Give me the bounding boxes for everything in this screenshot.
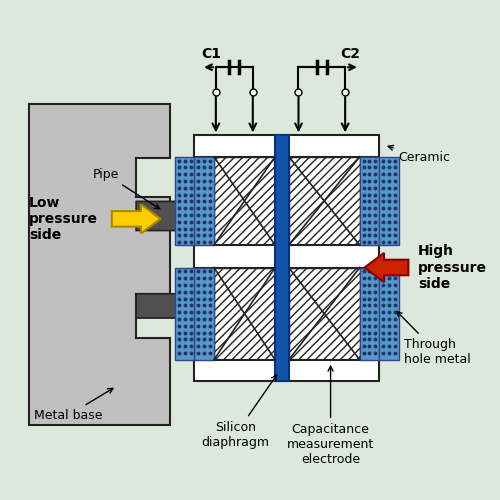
Text: Capacitance
measurement
electrode: Capacitance measurement electrode bbox=[287, 366, 374, 466]
Polygon shape bbox=[364, 253, 408, 282]
Bar bbox=[214, 268, 275, 360]
Bar bbox=[289, 156, 379, 245]
Polygon shape bbox=[112, 204, 160, 234]
Bar bbox=[194, 245, 379, 268]
Bar bbox=[289, 156, 360, 245]
Text: Ceramic: Ceramic bbox=[388, 146, 450, 164]
Bar bbox=[194, 156, 272, 245]
Text: Through
hole metal: Through hole metal bbox=[397, 312, 470, 366]
Bar bbox=[194, 268, 272, 360]
Bar bbox=[275, 136, 289, 382]
Bar bbox=[214, 156, 275, 245]
Text: Low
pressure
side: Low pressure side bbox=[29, 196, 98, 242]
Text: C2: C2 bbox=[340, 46, 360, 60]
Bar bbox=[379, 156, 398, 245]
Polygon shape bbox=[136, 294, 204, 318]
Text: High
pressure
side: High pressure side bbox=[418, 244, 487, 290]
Polygon shape bbox=[29, 104, 170, 425]
Text: Silicon
diaphragm: Silicon diaphragm bbox=[202, 375, 276, 448]
Text: C1: C1 bbox=[201, 46, 221, 60]
Bar bbox=[175, 268, 195, 360]
Bar bbox=[379, 268, 398, 360]
Text: Metal base: Metal base bbox=[34, 388, 113, 422]
Text: Pipe: Pipe bbox=[92, 168, 160, 209]
Bar bbox=[194, 268, 214, 360]
Polygon shape bbox=[136, 202, 204, 230]
Bar bbox=[175, 156, 195, 245]
Bar bbox=[194, 136, 379, 156]
Bar bbox=[360, 268, 379, 360]
Bar bbox=[289, 268, 360, 360]
Bar bbox=[360, 156, 379, 245]
Bar bbox=[194, 156, 214, 245]
Bar bbox=[289, 268, 379, 360]
Bar bbox=[194, 360, 379, 382]
